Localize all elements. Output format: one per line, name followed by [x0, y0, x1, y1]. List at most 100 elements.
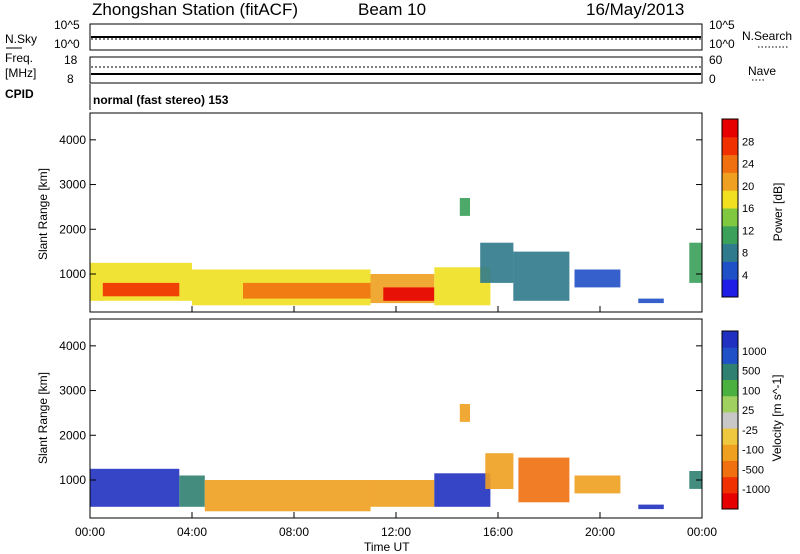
velocity-region-8	[638, 504, 664, 510]
colorbar-tick-label: -100	[742, 445, 764, 457]
colorbar-cell	[722, 225, 738, 245]
cpid-label: CPID	[5, 87, 34, 101]
beam-label: Beam 10	[358, 0, 427, 19]
nsky-label: N.Sky	[5, 32, 38, 46]
colorbar-tick-label: 500	[742, 366, 760, 378]
colorbar-cell	[722, 379, 738, 397]
nave-tick-top: 60	[709, 53, 723, 67]
power-colorbar: 28 24 20 16 12 8 4	[721, 118, 754, 298]
colorbar-cell	[722, 136, 738, 156]
nsky-tick-bottom: 10^0	[54, 37, 80, 51]
colorbar-cell	[722, 119, 738, 138]
velocity-colorbar-label: Velocity [m s^-1]	[770, 374, 784, 462]
freq-tick-top: 18	[64, 53, 78, 67]
nave-tick-bottom: 0	[709, 72, 716, 86]
velocity-colorbar: 1000 500 100 25 -25 -100 -500 -1000	[721, 330, 770, 510]
freq-unit-label: [MHz]	[5, 66, 37, 80]
nsky-tick-top: 10^5	[54, 18, 80, 32]
colorbar-cell	[722, 428, 738, 445]
ytick-label: 1000	[59, 473, 86, 487]
velocity-region-0	[90, 468, 180, 507]
ytick-label: 4000	[59, 339, 86, 353]
velocity-region-1	[179, 475, 205, 507]
colorbar-cell	[722, 476, 738, 494]
velocity-region-2	[204, 480, 371, 512]
colorbar-tick-label: -25	[742, 425, 758, 437]
power-region-5	[383, 287, 435, 301]
power-panel: 1000 2000 3000 4000	[59, 112, 703, 313]
colorbar-cell	[722, 492, 738, 510]
colorbar-frame	[721, 118, 739, 298]
xtick-label: 04:00	[177, 525, 207, 539]
nsearch-tick-top: 10^5	[709, 18, 735, 32]
station-title: Zhongshan Station (fitACF)	[92, 0, 298, 19]
power-region-8	[513, 251, 570, 301]
nsky-panel	[89, 23, 703, 51]
colorbar-tick-label: 25	[742, 405, 754, 417]
ytick-label: 4000	[59, 133, 86, 147]
colorbar-tick-label: 12	[742, 225, 754, 237]
colorbar-cell	[722, 347, 738, 364]
colorbar-cell	[722, 279, 738, 298]
ytick-label: 3000	[59, 178, 86, 192]
ytick-label: 3000	[59, 384, 86, 398]
colorbar-tick-label: 24	[742, 159, 754, 171]
velocity-panel: 1000 2000 3000 4000	[59, 318, 703, 519]
colorbar-cell	[722, 363, 738, 381]
colorbar-cell	[722, 331, 738, 348]
colorbar-cell	[722, 154, 738, 173]
velocity-region-9	[689, 471, 703, 489]
power-region-10	[638, 298, 664, 304]
power-region-3	[243, 282, 371, 299]
ytick-label: 1000	[59, 267, 86, 281]
xtick-label: 20:00	[585, 525, 615, 539]
velocity-ylabel: Slant Range [km]	[36, 371, 50, 465]
power-region-11	[689, 242, 703, 283]
ytick-label: 2000	[59, 428, 86, 442]
freq-label: Freq.	[5, 51, 34, 65]
colorbar-tick-label: 1000	[742, 346, 766, 358]
colorbar-cell	[722, 243, 738, 262]
colorbar-tick-label: 100	[742, 385, 760, 397]
nsearch-tick-bottom: 10^0	[709, 37, 735, 51]
colorbar-frame	[721, 330, 739, 510]
power-region-1	[102, 282, 180, 297]
time-xlabel: Time UT	[364, 540, 410, 554]
freq-panel	[89, 56, 703, 84]
colorbar-tick-label: -500	[742, 464, 764, 476]
colorbar-cell	[722, 190, 738, 209]
colorbar-cell	[722, 444, 738, 461]
colorbar-tick-label: 16	[742, 203, 754, 215]
xtick-label: 00:00	[687, 525, 717, 539]
colorbar-cell	[722, 261, 738, 280]
xtick-label: 12:00	[381, 525, 411, 539]
xtick-label: 00:00	[75, 525, 105, 539]
colorbar-cell	[722, 411, 738, 429]
velocity-region-3	[370, 480, 435, 507]
xtick-label: 08:00	[279, 525, 309, 539]
velocity-region-6	[518, 457, 570, 503]
power-colorbar-label: Power [dB]	[771, 182, 785, 242]
power-ylabel: Slant Range [km]	[36, 167, 50, 261]
colorbar-cell	[722, 172, 738, 191]
colorbar-cell	[722, 460, 738, 478]
power-region-9	[574, 269, 621, 288]
colorbar-tick-label: 8	[742, 248, 748, 260]
nsearch-label: N.Search	[742, 29, 793, 43]
colorbar-tick-label: 4	[742, 270, 748, 282]
colorbar-cell	[722, 395, 738, 413]
cpid-text: normal (fast stereo) 153	[93, 93, 229, 107]
velocity-region-10	[459, 404, 470, 422]
colorbar-tick-label: 28	[742, 136, 754, 148]
power-region-7	[480, 242, 514, 283]
colorbar-tick-label: -1000	[742, 484, 770, 496]
xtick-label: 16:00	[483, 525, 513, 539]
colorbar-tick-label: 20	[742, 181, 754, 193]
velocity-region-4	[434, 473, 491, 507]
colorbar-cell	[722, 208, 738, 227]
velocity-region-7	[574, 475, 621, 494]
date-label: 16/May/2013	[586, 0, 685, 19]
velocity-region-5	[485, 453, 514, 489]
nave-label: Nave	[748, 64, 777, 78]
